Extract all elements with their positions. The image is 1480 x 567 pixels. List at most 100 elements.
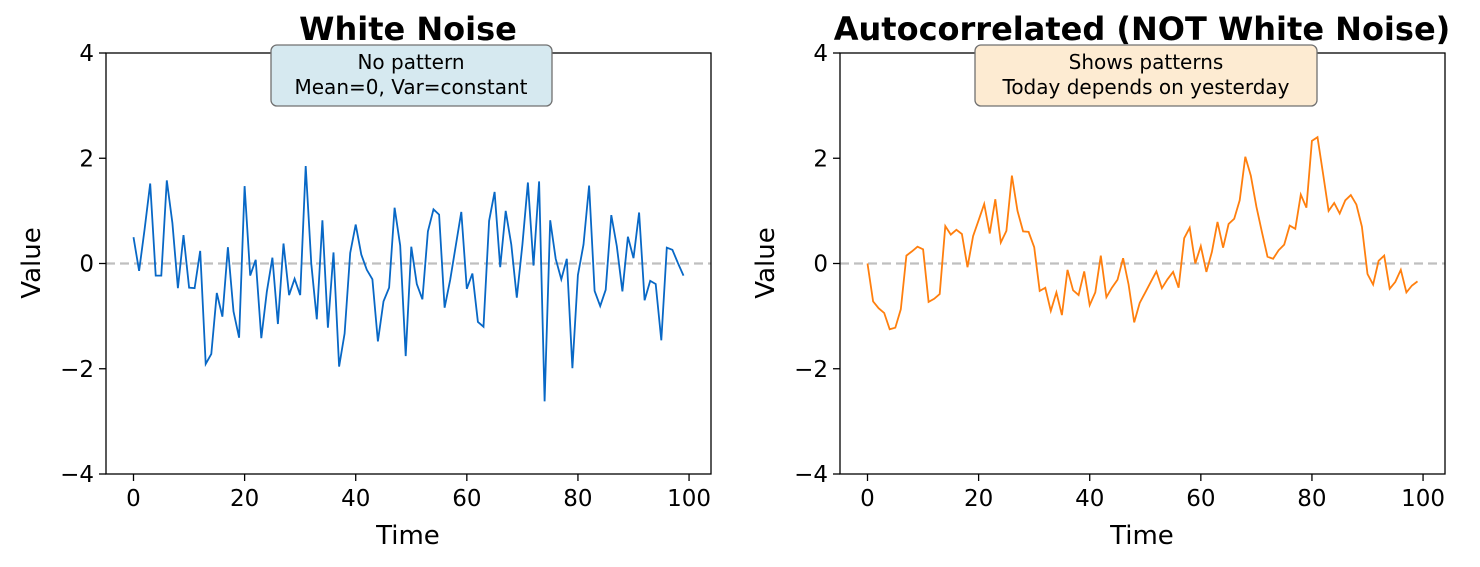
data-point: [148, 181, 153, 186]
chart-title: White Noise: [299, 10, 517, 48]
data-point: [1321, 172, 1326, 177]
data-point: [1037, 288, 1042, 293]
data-point: [259, 336, 264, 341]
x-tick-label: 60: [452, 486, 481, 512]
annotation-line-2: Today depends on yesterday: [1002, 75, 1290, 99]
data-point: [993, 197, 998, 202]
x-tick-label: 20: [964, 486, 993, 512]
data-point: [1304, 205, 1309, 210]
data-point: [965, 265, 970, 270]
data-point: [1176, 285, 1181, 290]
data-point: [1248, 173, 1253, 178]
data-point: [1282, 242, 1287, 247]
data-point: [414, 282, 419, 287]
data-point: [1315, 135, 1320, 140]
data-point: [1415, 279, 1420, 284]
data-point: [909, 249, 914, 254]
data-point: [1409, 283, 1414, 288]
data-point: [481, 324, 486, 329]
data-point: [1398, 267, 1403, 272]
data-point: [932, 296, 937, 301]
data-point: [1198, 244, 1203, 249]
data-point: [1015, 208, 1020, 213]
data-point: [281, 241, 286, 246]
data-point: [625, 234, 630, 239]
data-point: [675, 261, 680, 266]
data-point: [353, 222, 358, 227]
data-point: [1382, 253, 1387, 258]
data-point: [882, 311, 887, 316]
data-point: [175, 286, 180, 291]
data-point: [548, 218, 553, 223]
data-point: [575, 273, 580, 278]
data-point: [187, 285, 192, 290]
data-point: [509, 242, 514, 247]
data-point: [1215, 219, 1220, 224]
data-point: [292, 276, 297, 281]
data-point: [926, 299, 931, 304]
data-point: [220, 314, 225, 319]
data-point: [520, 242, 525, 247]
data-point: [1265, 254, 1270, 259]
data-point: [1087, 303, 1092, 308]
data-point: [1004, 228, 1009, 233]
data-point: [398, 243, 403, 248]
data-point: [982, 202, 987, 207]
data-point: [1348, 193, 1353, 198]
y-tick-label: −2: [794, 357, 828, 383]
data-point: [437, 212, 442, 217]
data-point: [337, 364, 342, 369]
data-point: [1259, 229, 1264, 234]
x-tick-label: 60: [1186, 486, 1215, 512]
data-point: [198, 248, 203, 253]
data-point: [159, 273, 164, 278]
annotation-line-1: Shows patterns: [1069, 50, 1224, 74]
data-point: [581, 242, 586, 247]
data-point: [298, 293, 303, 298]
data-point: [1204, 269, 1209, 274]
data-point: [948, 232, 953, 237]
data-point: [893, 325, 898, 330]
data-point: [1148, 279, 1153, 284]
data-point: [1165, 277, 1170, 282]
data-point: [614, 244, 619, 249]
data-point: [314, 317, 319, 322]
y-tick-label: 4: [813, 41, 828, 67]
data-point: [370, 277, 375, 282]
data-point: [1093, 290, 1098, 295]
data-point: [1354, 202, 1359, 207]
data-point: [1271, 256, 1276, 261]
data-point: [387, 285, 392, 290]
x-tick-label: 100: [667, 486, 711, 512]
data-point: [1026, 229, 1031, 234]
data-point: [1182, 236, 1187, 241]
data-point: [381, 299, 386, 304]
data-point: [342, 331, 347, 336]
data-point: [598, 304, 603, 309]
data-point: [1071, 288, 1076, 293]
data-point: [375, 339, 380, 344]
chart-panel-autocorrelated: Autocorrelated (NOT White Noise) 0 20 40 60…: [751, 10, 1450, 551]
data-point: [959, 232, 964, 237]
data-point: [431, 207, 436, 212]
data-point: [1032, 245, 1037, 250]
data-point: [898, 307, 903, 312]
annotation-line-2: Mean=0, Var=constant: [295, 75, 528, 99]
data-point: [470, 271, 475, 276]
data-point: [203, 362, 208, 367]
data-point: [1126, 282, 1131, 287]
annotation-box: No pattern Mean=0, Var=constant: [270, 44, 553, 107]
data-point: [1137, 301, 1142, 306]
data-point: [1115, 277, 1120, 282]
data-point: [865, 261, 870, 266]
annotation-line-1: No pattern: [357, 50, 464, 74]
data-point: [359, 252, 364, 257]
data-point: [1143, 290, 1148, 295]
chart-title: Autocorrelated (NOT White Noise): [834, 10, 1451, 48]
data-point: [1121, 256, 1126, 261]
x-axis-label: Time: [375, 521, 440, 551]
data-point: [609, 213, 614, 218]
data-point: [1404, 290, 1409, 295]
series-line: [132, 166, 685, 402]
x-tick-label: 100: [1401, 486, 1445, 512]
